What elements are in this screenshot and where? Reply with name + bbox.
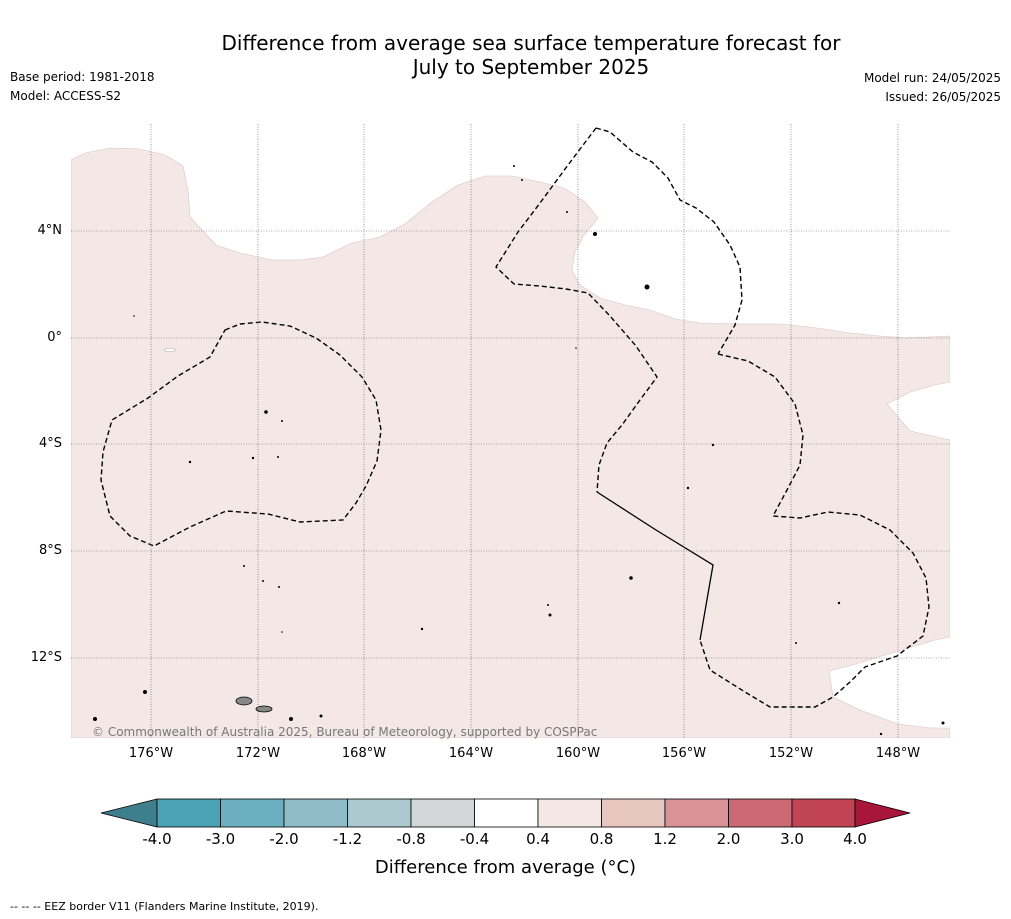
lat-label-4s: 4°S [38,436,62,451]
colorbar-tick-4: -0.8 [396,830,426,848]
island-e [188,460,192,464]
colorbar-tick-8: 1.2 [653,830,677,848]
colorbar-tick-0: -4.0 [142,830,172,848]
colorbar-bin-0 [156,798,221,828]
colorbar-tick-2: -2.0 [269,830,299,848]
issued-date: Issued: 26/05/2025 [885,90,1001,104]
island-v [278,586,280,588]
colorbar-tick-10: 3.0 [780,830,804,848]
colorbar-bin-7 [601,798,666,828]
colorbar-tick-9: 2.0 [716,830,741,848]
lat-label-4n: 4°N [37,223,63,238]
colorbar-min-arrow [100,798,158,828]
colorbar-max-arrow [854,798,911,828]
island-t [243,565,245,567]
lon-label-172w: 172°W [235,746,281,761]
island-n [143,690,147,694]
lon-label-160w: 160°W [555,746,601,761]
lon-label-156w: 156°W [661,746,707,761]
island-b [644,284,650,290]
meta-left: Base period: 1981-2018 Model: ACCESS-S2 [10,68,155,106]
colorbar-bin-9 [728,798,793,828]
island-f [277,456,279,458]
island-samoa-1 [235,696,253,706]
eez-border-east [699,353,930,708]
atoll-a [163,348,177,352]
colorbar-tick-11: 4.0 [843,830,867,848]
colorbar-bin-6 [537,798,602,828]
island-l [547,604,549,606]
copyright-notice: © Commonwealth of Australia 2025, Bureau… [92,725,598,739]
meta-right: Model run: 24/05/2025 Issued: 26/05/2025 [864,69,1001,107]
lat-label-0: 0° [47,330,62,345]
eez-footnote: -- -- -- EEZ border V11 (Flanders Marine… [10,900,319,913]
lon-label-176w: 176°W [128,746,174,761]
colorbar-bin-2 [283,798,348,828]
island-w [281,631,283,633]
eez-borders [100,127,930,708]
eez-border-central [595,127,743,355]
title-line-2: July to September 2025 [412,55,650,79]
eez-border-west [100,321,382,547]
island-u [262,580,264,582]
island-o [93,717,97,721]
lon-label-148w: 148°W [875,746,921,761]
model-name: Model: ACCESS-S2 [10,89,122,103]
colorbar-tick-5: -0.4 [459,830,490,848]
colorbar-label: Difference from average (°C) [374,857,637,878]
island-samoa-2 [255,705,273,713]
island-x [513,165,515,167]
island-c [264,410,268,414]
island-k [548,613,552,617]
colorbar-bin-4 [410,798,475,828]
island-ad [879,732,883,736]
island-m [420,627,424,631]
colorbar-bin-1 [220,798,285,828]
chart-title: Difference from average sea surface temp… [0,31,1011,79]
anomaly-region-warm [71,147,950,738]
colorbar-bin-5 [474,798,539,828]
title-line-1: Difference from average sea surface temp… [221,31,841,55]
colorbar-bin-10 [791,798,856,828]
colorbar-tick-3: -1.2 [332,830,363,848]
colorbar-tick-6: 0.4 [526,830,550,848]
graticule [71,124,950,738]
island-i [686,486,690,490]
lon-label-164w: 164°W [448,746,494,761]
colorbar-tick-7: 0.8 [589,830,614,848]
island-g [281,420,283,422]
island-y [521,179,523,181]
eez-border-solid-segment [596,491,714,641]
lat-label-8s: 8°S [38,543,62,558]
model-run: Model run: 24/05/2025 [863,71,1001,85]
lon-label-168w: 168°W [341,746,387,761]
island-ac [941,721,945,725]
island-h [711,443,715,447]
colorbar-bin-8 [664,798,729,828]
colorbar-tick-1: -3.0 [205,830,236,848]
island-d [251,456,255,460]
island-q [319,714,323,718]
island-r [837,601,841,605]
islands [93,165,945,736]
base-period: Base period: 1981-2018 [10,70,155,84]
island-ab [133,315,135,317]
island-s [795,642,797,644]
lat-label-12s: 12°S [30,650,62,665]
island-j [629,576,633,580]
lon-label-152w: 152°W [768,746,814,761]
colorbar-bin-3 [347,798,412,828]
island-a [593,232,597,236]
island-z [566,211,568,213]
island-aa [575,347,577,349]
island-p [289,717,293,721]
